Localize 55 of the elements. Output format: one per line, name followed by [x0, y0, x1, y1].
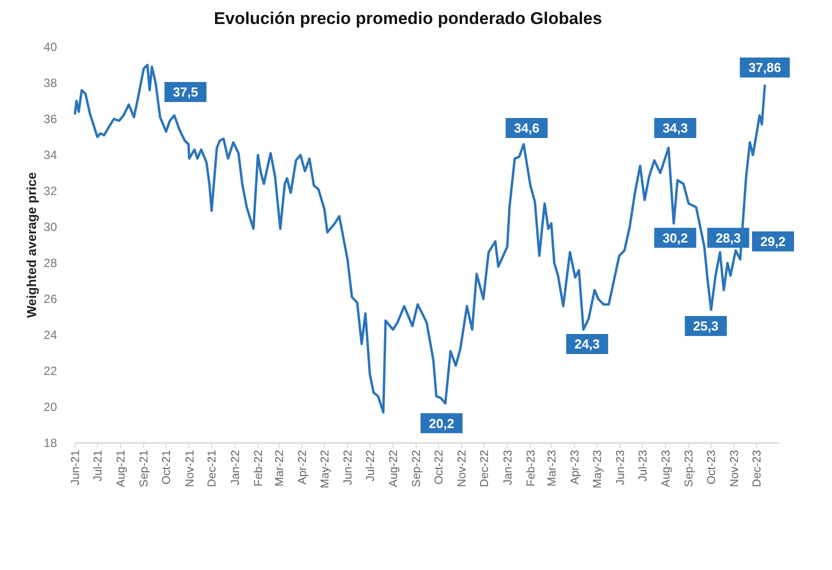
y-tick-label: 28	[44, 256, 58, 270]
x-tick-label: Oct-23	[706, 450, 718, 485]
x-tick-label: Jun-23	[615, 450, 628, 486]
annotation: 34,6	[514, 120, 540, 136]
x-tick-label: Nov-23	[729, 450, 742, 488]
x-tick-label: Feb-22	[252, 450, 265, 486]
y-tick-label: 20	[44, 400, 58, 414]
x-tick-label: Jul-23	[637, 450, 650, 482]
annotation: 34,3	[662, 120, 688, 136]
y-tick-label: 36	[44, 112, 58, 126]
x-tick-label: Oct-21	[161, 450, 174, 485]
annotation: 20,2	[428, 416, 454, 431]
y-tick-label: 18	[44, 436, 58, 450]
x-tick-label: Feb-23	[525, 450, 538, 486]
x-tick-label: May-22	[319, 450, 332, 488]
y-tick-label: 30	[44, 220, 58, 234]
y-axis-title: Weighted average price	[24, 172, 39, 318]
x-tick-label: Mar-22	[274, 450, 286, 486]
y-tick-label: 34	[44, 148, 58, 162]
x-tick-label: Jul-22	[364, 450, 377, 482]
x-tick-label: Nov-22	[456, 450, 469, 488]
x-tick-label: Jun-22	[342, 450, 355, 486]
x-tick-label: Sep-22	[411, 450, 424, 488]
x-tick-label: May-23	[592, 450, 604, 488]
x-tick-label: Nov-21	[184, 450, 196, 488]
annotation: 28,3	[716, 230, 741, 246]
x-tick-label: Oct-22	[434, 450, 446, 485]
y-tick-label: 24	[44, 328, 58, 342]
x-tick-label: Jul-21	[92, 450, 104, 482]
x-tick-label: Sep-21	[138, 450, 151, 488]
x-tick-label: Sep-23	[684, 450, 696, 488]
y-tick-label: 32	[44, 184, 58, 198]
y-tick-label: 26	[44, 292, 58, 306]
chart-title: Evolución precio promedio ponderado Globales	[214, 9, 602, 28]
annotation: 30,2	[662, 230, 688, 246]
x-tick-label: Dec-23	[752, 450, 764, 488]
annotation: 25,3	[693, 318, 718, 334]
x-tick-label: Jan-23	[502, 450, 514, 486]
x-tick-label: Jun-21	[70, 450, 82, 486]
y-tick-label: 38	[44, 76, 58, 90]
x-tick-label: Jan-22	[230, 450, 242, 486]
x-tick-label: Aug-21	[116, 450, 128, 488]
y-tick-label: 22	[44, 364, 58, 378]
x-tick-label: Dec-22	[479, 450, 492, 488]
x-tick-label: Aug-22	[388, 450, 400, 488]
annotation: 37,86	[748, 60, 782, 76]
x-tick-label: Apr-23	[569, 450, 582, 485]
annotation: 24,3	[574, 336, 600, 352]
x-tick-label: Apr-22	[296, 450, 309, 485]
annotation: 29,2	[760, 234, 786, 250]
x-tick-label: Aug-23	[660, 450, 673, 488]
annotation: 37,5	[172, 84, 198, 100]
x-tick-label: Dec-21	[206, 450, 219, 488]
x-tick-label: Mar-23	[546, 450, 558, 486]
y-tick-label: 40	[44, 40, 58, 54]
